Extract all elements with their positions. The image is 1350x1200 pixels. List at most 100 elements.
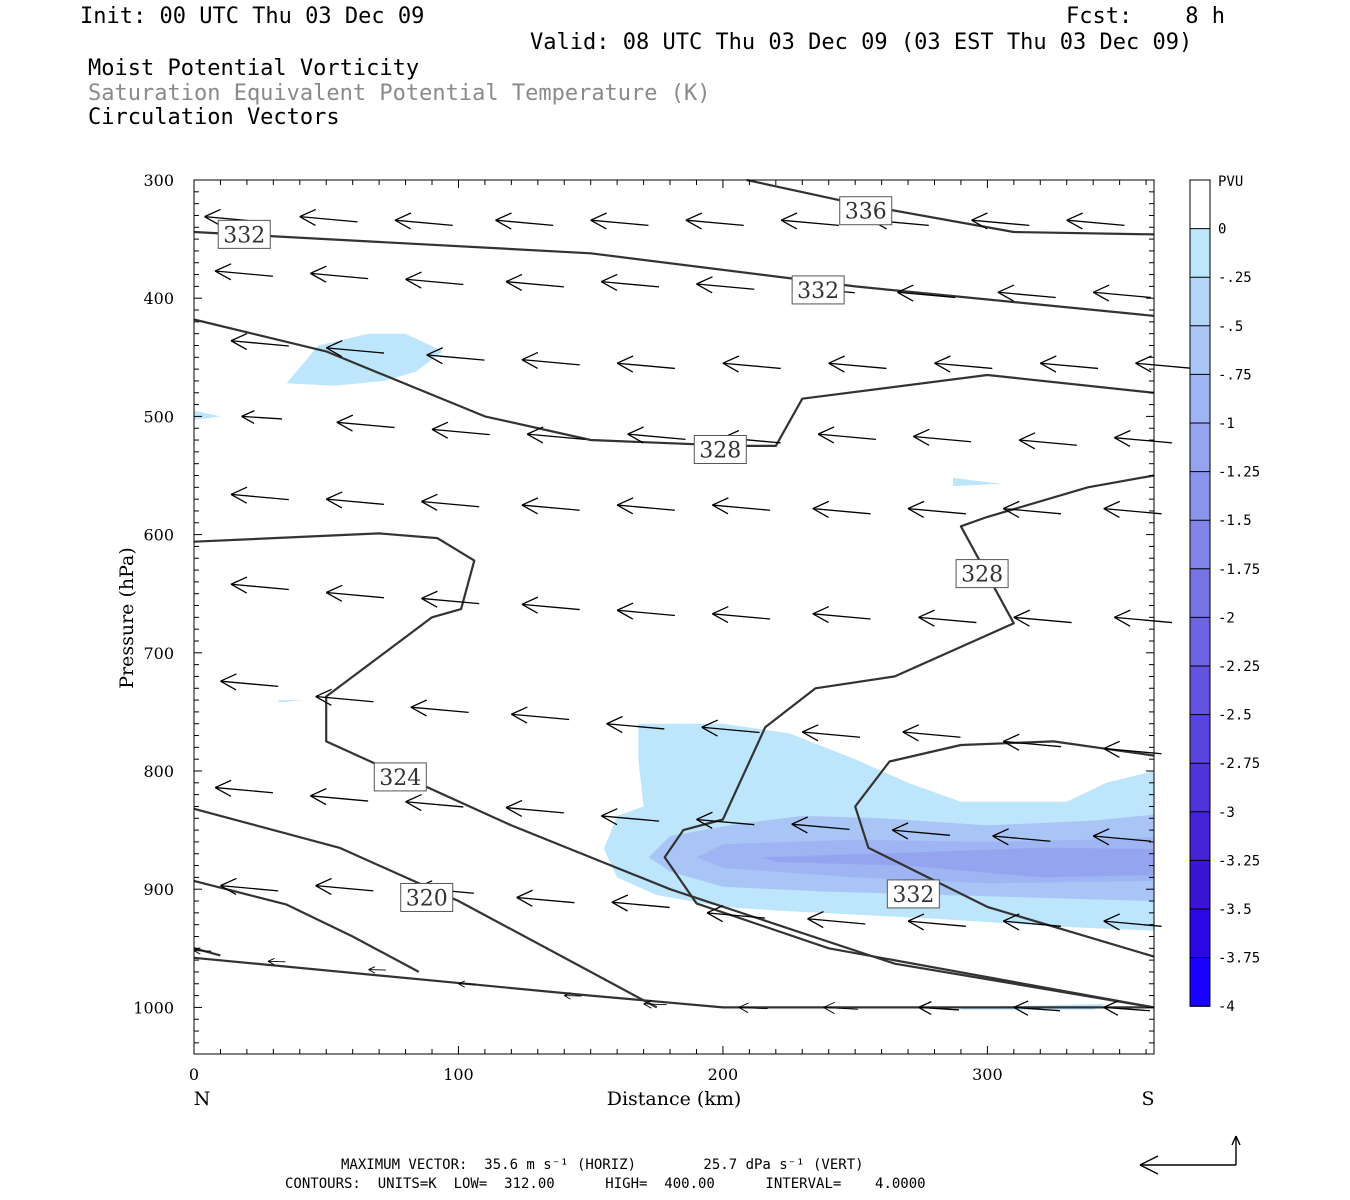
- circulation-vector: [706, 905, 765, 923]
- colorbar-swatch: [1190, 325, 1210, 375]
- circulation-vector: [458, 980, 476, 988]
- x-tick-label: 300: [972, 1065, 1003, 1084]
- circulation-vector: [1103, 740, 1162, 758]
- circulation-vector: [230, 486, 289, 504]
- contour-label: 332: [886, 879, 940, 909]
- x-axis-label: Distance (km): [607, 1088, 742, 1110]
- circulation-vector: [315, 877, 374, 896]
- axes-layer: 0 100 200 300 300 400 500 600 700 800 900 1000: [133, 171, 1154, 1084]
- circulation-vector: [918, 1001, 960, 1016]
- theta-es-contour: [854, 740, 1155, 958]
- colorbar-swatch: [1190, 763, 1210, 812]
- colorbar-tick-label: -2: [1218, 610, 1235, 626]
- circulation-vector: [600, 273, 660, 292]
- circulation-vector: [495, 212, 554, 230]
- circulation-vector: [902, 724, 961, 742]
- colorbar-swatch: [1190, 714, 1210, 764]
- circulation-vector: [722, 355, 781, 373]
- colorbar-swatch: [1190, 277, 1210, 326]
- y-tick-label: 300: [143, 171, 174, 190]
- circulation-vector: [521, 497, 580, 515]
- colorbar-tick-label: -2.5: [1218, 708, 1252, 724]
- circulation-vector: [616, 602, 675, 620]
- circulation-vector: [526, 426, 586, 444]
- colorbar-swatch: [1190, 228, 1210, 278]
- circulation-vector: [791, 816, 850, 834]
- circulation-vector: [971, 212, 1030, 230]
- colorbar-tick-label: -.25: [1218, 270, 1252, 286]
- field-title-theta-es: Saturation Equivalent Potential Temperat…: [88, 81, 711, 106]
- theta-es-contour: [193, 807, 658, 1009]
- svg-text:332: 332: [892, 883, 934, 908]
- field-title-mpv: Moist Potential Vorticity: [88, 56, 420, 81]
- pv-shading-layer: [194, 333, 1154, 1010]
- circulation-vector: [712, 606, 771, 624]
- circulation-vector: [823, 1001, 859, 1014]
- circulation-vector: [193, 947, 212, 955]
- circulation-vector: [421, 590, 480, 608]
- x-tick-label: 0: [189, 1065, 199, 1084]
- colorbar: PVU 0 -.25 -.5 -.75 -1 -1.25 -1.5 -1.75 -2 -2.25 -2…: [1189, 174, 1260, 1015]
- colorbar-swatch: [1190, 811, 1210, 861]
- circulation-vector: [600, 808, 660, 826]
- circulation-vector: [431, 421, 490, 439]
- circulation-vector: [426, 347, 485, 365]
- contour-label: 324: [373, 762, 427, 792]
- svg-text:324: 324: [379, 766, 421, 791]
- contour-label: 332: [791, 275, 845, 305]
- circulation-vector: [997, 284, 1056, 302]
- y-tick-label: 400: [143, 289, 174, 308]
- colorbar-swatch: [1190, 909, 1210, 958]
- y-tick-label: 800: [143, 762, 174, 781]
- pv-region: [762, 847, 1154, 878]
- circulation-vector: [1002, 913, 1062, 931]
- max-vector-note: MAXIMUM VECTOR: 35.6 m s⁻¹ (HORIZ) 25.7 …: [341, 1157, 864, 1173]
- theta-es-contour: [193, 947, 221, 957]
- circulation-vector: [214, 779, 273, 797]
- circulation-vector: [643, 999, 667, 1009]
- circulation-vector: [1103, 500, 1162, 518]
- contour-label: 320: [400, 882, 454, 912]
- svg-text:328: 328: [699, 438, 741, 463]
- circulation-vector: [992, 828, 1051, 846]
- circulation-vector: [685, 212, 744, 230]
- circulation-vector: [299, 208, 358, 227]
- y-tick-label: 900: [143, 880, 174, 899]
- colorbar-swatch: [1190, 423, 1210, 472]
- circulation-vector: [521, 351, 580, 370]
- circulation-vector: [1114, 609, 1173, 627]
- circulation-vector: [505, 799, 564, 818]
- circulation-vector: [516, 889, 575, 907]
- pv-region: [278, 700, 306, 703]
- circulation-vector: [267, 958, 286, 966]
- colorbar-swatch: [1190, 957, 1210, 1007]
- y-tick-label: 1000: [133, 998, 174, 1017]
- colorbar-swatch: [1190, 666, 1210, 715]
- circulation-vector: [907, 500, 966, 518]
- circulation-vector: [934, 355, 993, 373]
- theta-es-contour: [193, 532, 1155, 1009]
- svg-text:320: 320: [406, 886, 448, 911]
- colorbar-tick-label: -3.5: [1218, 902, 1252, 918]
- circulation-vector: [511, 706, 570, 724]
- contour-info-note: CONTOURS: UNITS=K LOW= 312.00 HIGH= 400.…: [285, 1176, 926, 1192]
- circulation-vector: [1103, 1000, 1151, 1016]
- y-tick-label: 600: [143, 526, 174, 545]
- colorbar-tick-label: -1.5: [1218, 513, 1252, 529]
- circulation-vector: [1013, 609, 1072, 627]
- contour-label: 328: [693, 434, 747, 464]
- circulation-vector: [368, 966, 386, 974]
- circulation-vector: [627, 426, 686, 444]
- svg-text:332: 332: [223, 223, 265, 248]
- circulation-vector: [1039, 355, 1099, 373]
- circulation-vector: [897, 284, 956, 302]
- circulation-vector: [611, 894, 670, 912]
- circulation-vector: [564, 992, 582, 1000]
- circulation-vector: [696, 276, 755, 294]
- colorbar-swatch: [1190, 520, 1210, 569]
- circulation-vector: [241, 410, 283, 425]
- circulation-vector: [616, 355, 675, 373]
- circulation-vector: [590, 212, 649, 230]
- colorbar-tick-label: -1.25: [1218, 465, 1260, 481]
- colorbar-swatch: [1190, 568, 1210, 618]
